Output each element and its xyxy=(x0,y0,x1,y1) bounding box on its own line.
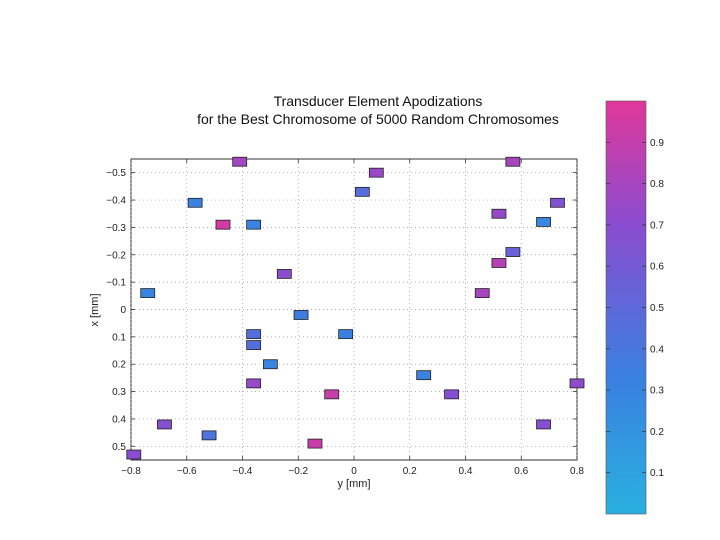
element-marker xyxy=(307,438,323,449)
element-marker xyxy=(474,288,490,298)
element-marker xyxy=(354,186,370,197)
element-marker xyxy=(491,258,507,268)
x-tick-label: 0.8 xyxy=(570,466,584,477)
element-marker xyxy=(187,197,203,208)
element-marker xyxy=(215,219,231,230)
element-marker xyxy=(276,269,292,279)
element-marker xyxy=(444,389,459,400)
element-marker xyxy=(536,217,551,227)
element-marker xyxy=(140,288,156,298)
y-tick-label: 0 xyxy=(120,305,126,316)
x-tick-label: −0.2 xyxy=(288,466,308,477)
y-tick-label: 0.1 xyxy=(112,332,126,343)
element-marker xyxy=(368,167,384,178)
x-axis-label: y [mm] xyxy=(338,478,371,490)
element-marker xyxy=(246,340,262,350)
y-tick-label: 0.3 xyxy=(112,387,126,398)
data-points xyxy=(126,156,585,460)
y-tick-label: 0.2 xyxy=(112,360,126,371)
element-marker xyxy=(246,378,262,389)
x-tick-label: 0.6 xyxy=(514,466,528,477)
element-marker xyxy=(246,329,262,340)
element-marker xyxy=(246,219,262,230)
x-tick-label: −0.6 xyxy=(177,466,197,477)
element-marker xyxy=(157,419,172,430)
x-tick-label: 0.2 xyxy=(403,466,417,477)
colorbar-tick-label: 0.9 xyxy=(650,138,664,149)
element-marker xyxy=(126,449,142,460)
colorbar-ticks: 0.1 0.2 0.3 0.4 0.5 0.6 0.7 0.8 0.9 xyxy=(606,138,664,479)
element-marker xyxy=(491,208,507,219)
x-axis-ticks: −0.8 −0.6 −0.4 −0.2 0 0.2 0.4 0.6 0.8 xyxy=(121,159,584,477)
colorbar-tick-label: 0.8 xyxy=(650,179,664,190)
colorbar-tick-label: 0.7 xyxy=(650,220,664,231)
y-axis-label: x [mm] xyxy=(89,294,101,327)
colorbar-tick-label: 0.1 xyxy=(650,468,664,479)
x-tick-label: 0 xyxy=(351,466,357,477)
element-marker xyxy=(569,378,585,389)
element-marker xyxy=(232,156,248,167)
y-tick-label: −0.3 xyxy=(106,223,126,234)
colorbar-tick-label: 0.6 xyxy=(650,262,664,273)
x-tick-label: −0.8 xyxy=(121,466,141,477)
chart-title-line-1: Transducer Element Apodizations xyxy=(274,93,483,109)
element-marker xyxy=(201,430,217,441)
element-marker xyxy=(505,156,521,167)
element-marker xyxy=(338,329,354,340)
colorbar-tick-label: 0.3 xyxy=(650,386,664,397)
element-marker xyxy=(416,370,432,381)
y-tick-label: −0.1 xyxy=(106,278,126,289)
element-marker xyxy=(262,359,278,370)
colorbar-tick-label: 0.4 xyxy=(650,344,664,355)
element-marker xyxy=(505,247,521,257)
x-tick-label: 0.4 xyxy=(459,466,473,477)
colorbar-tick-label: 0.5 xyxy=(650,303,664,314)
y-tick-label: −0.2 xyxy=(106,250,126,261)
element-marker xyxy=(324,389,340,400)
y-tick-label: 0.4 xyxy=(112,414,126,425)
chart-title-line-2: for the Best Chromosome of 5000 Random C… xyxy=(197,111,559,127)
y-tick-label: −0.5 xyxy=(106,168,126,179)
colorbar xyxy=(605,100,647,515)
y-tick-label: 0.5 xyxy=(112,442,126,453)
chart-title: Transducer Element Apodizations for the … xyxy=(197,93,559,127)
element-marker xyxy=(550,197,565,208)
x-tick-label: −0.4 xyxy=(233,466,253,477)
element-marker xyxy=(293,310,309,320)
colorbar-tick-label: 0.2 xyxy=(650,427,664,438)
element-marker xyxy=(536,419,551,430)
y-tick-label: −0.4 xyxy=(106,196,126,207)
y-axis-ticks: −0.5 −0.4 −0.3 −0.2 −0.1 0 0.1 0.2 0.3 0.4 0.5 xyxy=(106,168,577,453)
